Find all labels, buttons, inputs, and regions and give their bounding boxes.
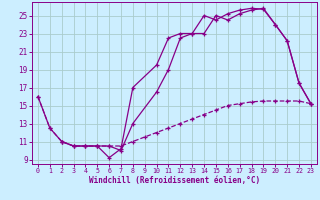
X-axis label: Windchill (Refroidissement éolien,°C): Windchill (Refroidissement éolien,°C) (89, 176, 260, 185)
